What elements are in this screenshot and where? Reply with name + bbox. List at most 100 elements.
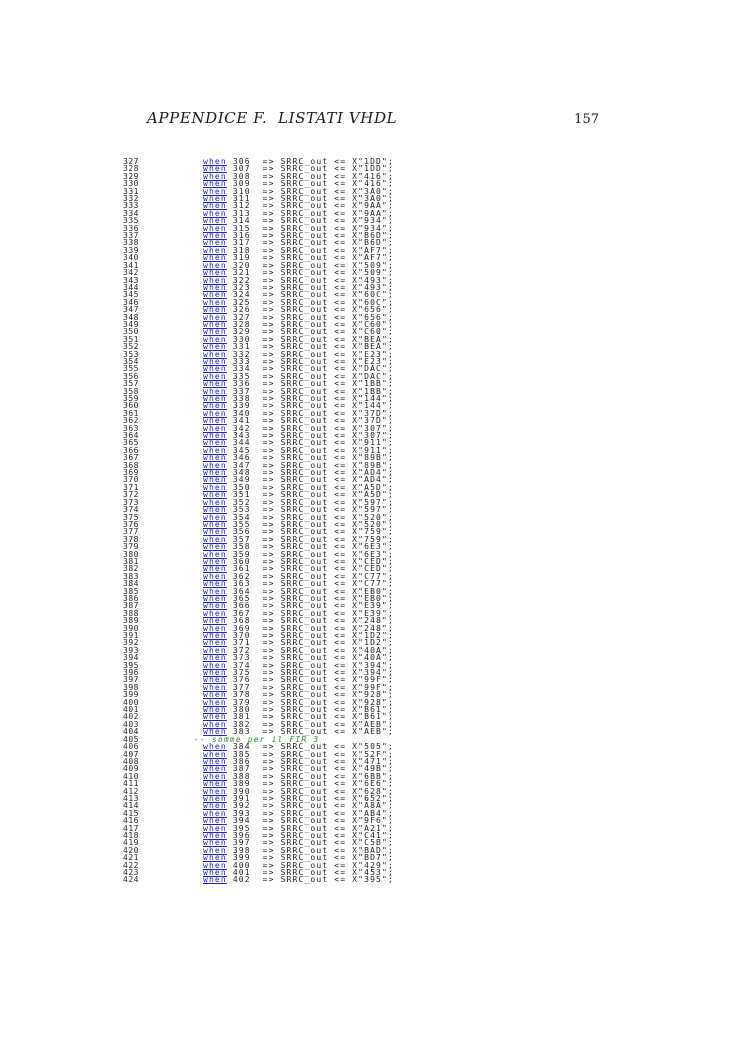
code-line: 389 when 368 => SRRC_out <= X"248";: [0, 616, 746, 626]
line-number: 368: [123, 460, 139, 470]
when-keyword: when: [203, 542, 227, 552]
when-keyword: when: [203, 623, 227, 633]
code-line: 422 when 400 => SRRC_out <= X"429";: [0, 861, 746, 869]
vhdl-statement: when 354 => SRRC_out <= X"520";: [203, 512, 394, 522]
code-line: 395 when 374 => SRRC_out <= X"394";: [0, 661, 746, 669]
vhdl-statement: when 360 => SRRC_out <= X"CED";: [203, 556, 394, 566]
vhdl-statement: when 371 => SRRC_out <= X"1D2";: [203, 638, 394, 648]
vhdl-statement: when 363 => SRRC_out <= X"C77";: [203, 579, 394, 589]
vhdl-statement: when 351 => SRRC_out <= X"A5D";: [203, 490, 394, 500]
code-line: 333 when 312 => SRRC_out <= X"9AA";: [0, 201, 746, 211]
when-keyword: when: [203, 845, 227, 855]
code-line: 369 when 348 => SRRC_out <= X"AD4";: [0, 468, 746, 478]
when-keyword: when: [203, 749, 227, 759]
vhdl-statement: when 375 => SRRC_out <= X"394";: [203, 668, 394, 678]
vhdl-statement: when 372 => SRRC_out <= X"40A";: [203, 645, 394, 655]
vhdl-statement: when 329 => SRRC_out <= X"C60";: [203, 327, 394, 337]
line-number: 383: [123, 571, 139, 581]
vhdl-statement: when 312 => SRRC_out <= X"9AA";: [203, 201, 394, 211]
line-number: 401: [123, 705, 139, 715]
code-line: 353 when 332 => SRRC_out <= X"E23";: [0, 350, 746, 358]
line-number: 405: [123, 734, 139, 744]
code-line: 372 when 351 => SRRC_out <= X"A5D";: [0, 490, 746, 500]
vhdl-statement: when 337 => SRRC_out <= X"1BB";: [203, 386, 394, 396]
when-keyword: when: [203, 245, 227, 255]
vhdl-statement: when 377 => SRRC_out <= X"99F";: [203, 682, 394, 692]
vhdl-statement: when 381 => SRRC_out <= X"B61";: [203, 712, 394, 722]
vhdl-statement: when 369 => SRRC_out <= X"248";: [203, 623, 394, 633]
vhdl-statement: when 401 => SRRC_out <= X"453";: [203, 868, 394, 877]
when-keyword: when: [203, 631, 227, 640]
when-keyword: when: [203, 875, 227, 885]
when-keyword: when: [203, 342, 227, 352]
code-line: 362 when 341 => SRRC_out <= X"37D";: [0, 416, 746, 426]
vhdl-statement: when 322 => SRRC_out <= X"493";: [203, 275, 394, 285]
when-keyword: when: [203, 764, 227, 774]
line-number: 359: [123, 394, 139, 403]
when-keyword: when: [203, 468, 227, 478]
vhdl-statement: when 384 => SRRC_out <= X"505";: [203, 742, 394, 752]
line-number: 349: [123, 319, 139, 329]
line-number: 341: [123, 260, 139, 270]
when-keyword: when: [203, 690, 227, 700]
vhdl-statement: when 307 => SRRC_out <= X"1DD";: [203, 164, 394, 174]
when-keyword: when: [203, 527, 227, 537]
line-number: 351: [123, 334, 139, 344]
line-number: 346: [123, 297, 139, 307]
when-keyword: when: [203, 697, 227, 707]
vhdl-statement: when 373 => SRRC_out <= X"40A";: [203, 653, 394, 663]
line-number: 357: [123, 379, 139, 389]
line-number: 393: [123, 645, 139, 655]
code-line: 410 when 388 => SRRC_out <= X"6BB";: [0, 771, 746, 781]
code-line: 417 when 395 => SRRC_out <= X"A21";: [0, 824, 746, 832]
vhdl-statement: when 328 => SRRC_out <= X"C60";: [203, 319, 394, 329]
line-number: 389: [123, 616, 139, 626]
code-line: 332 when 311 => SRRC_out <= X"3A0";: [0, 194, 746, 204]
line-number: 338: [123, 238, 139, 248]
when-keyword: when: [203, 586, 227, 596]
line-number: 398: [123, 682, 139, 692]
when-keyword: when: [203, 668, 227, 678]
vhdl-statement: when 388 => SRRC_out <= X"6BB";: [203, 771, 394, 781]
line-number: 333: [123, 201, 139, 211]
code-line: 371 when 350 => SRRC_out <= X"A5D";: [0, 482, 746, 492]
vhdl-statement: when 339 => SRRC_out <= X"144";: [203, 401, 394, 411]
vhdl-statement: when 397 => SRRC_out <= X"C5B";: [203, 838, 394, 848]
code-line: 398 when 377 => SRRC_out <= X"99F";: [0, 682, 746, 692]
when-keyword: when: [203, 593, 227, 603]
when-keyword: when: [203, 564, 227, 574]
line-number: 362: [123, 416, 139, 426]
line-number: 364: [123, 431, 139, 441]
line-number: 330: [123, 179, 139, 189]
vhdl-statement: when 327 => SRRC_out <= X"656";: [203, 312, 394, 322]
when-keyword: when: [203, 490, 227, 500]
line-number: 374: [123, 505, 139, 515]
line-number: 331: [123, 186, 139, 196]
vhdl-statement: when 350 => SRRC_out <= X"A5D";: [203, 482, 394, 492]
code-line: 360 when 339 => SRRC_out <= X"144";: [0, 401, 746, 411]
line-number: 388: [123, 608, 139, 618]
line-number: 348: [123, 312, 139, 322]
code-line: 341 when 320 => SRRC_out <= X"509";: [0, 260, 746, 270]
code-line: 337 when 316 => SRRC_out <= X"B6D";: [0, 231, 746, 239]
code-line: 420 when 398 => SRRC_out <= X"BAD";: [0, 845, 746, 855]
line-number: 392: [123, 638, 139, 648]
when-keyword: when: [203, 853, 227, 863]
vhdl-statement: when 346 => SRRC_out <= X"89B";: [203, 453, 394, 463]
code-line: 356 when 335 => SRRC_out <= X"DAC";: [0, 372, 746, 380]
page-number: 157: [574, 112, 599, 127]
vhdl-statement: when 386 => SRRC_out <= X"471";: [203, 756, 394, 766]
code-line: 386 when 365 => SRRC_out <= X"EB0";: [0, 593, 746, 603]
when-keyword: when: [203, 319, 227, 329]
line-number: 335: [123, 216, 139, 226]
when-keyword: when: [203, 275, 227, 285]
when-keyword: when: [203, 164, 227, 174]
when-keyword: when: [203, 482, 227, 492]
line-number: 332: [123, 194, 139, 204]
code-line: 358 when 337 => SRRC_out <= X"1BB";: [0, 386, 746, 396]
vhdl-statement: when 319 => SRRC_out <= X"AF7";: [203, 253, 394, 263]
when-keyword: when: [203, 416, 227, 426]
when-keyword: when: [203, 327, 227, 337]
code-line: 387 when 366 => SRRC_out <= X"E39";: [0, 602, 746, 610]
code-line: 376 when 355 => SRRC_out <= X"520";: [0, 520, 746, 528]
